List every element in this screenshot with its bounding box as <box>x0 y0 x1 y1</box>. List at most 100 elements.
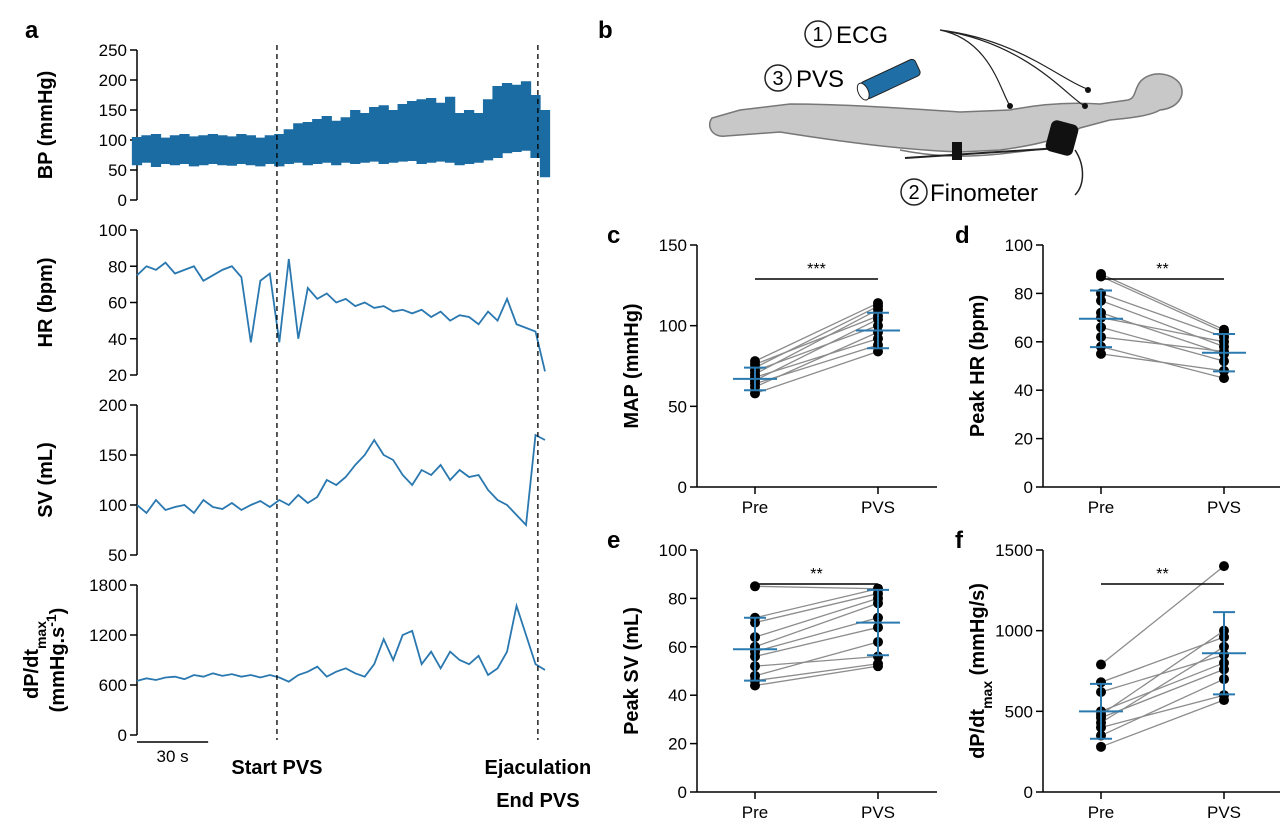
item-number: 2 <box>908 182 919 204</box>
finometer-clip <box>952 142 962 160</box>
y-tick-label: 0 <box>678 478 687 497</box>
pair-line <box>754 325 879 372</box>
event-label: Start PVS <box>231 757 322 779</box>
y-tick-label: 150 <box>99 101 127 120</box>
data-point <box>1096 348 1106 359</box>
pair-line <box>754 337 879 378</box>
panel-letter: a <box>25 17 39 44</box>
pair-line <box>1100 300 1225 348</box>
panel-letter: c <box>607 222 620 249</box>
pair-line <box>1100 565 1225 666</box>
y-tick-label: 100 <box>99 131 127 150</box>
y-tick-label: 600 <box>99 676 127 695</box>
number-circle <box>900 178 928 206</box>
y-tick-label: 80 <box>1014 284 1033 303</box>
x-tick-label: PVS <box>861 803 895 821</box>
y-tick-label: 100 <box>659 541 687 560</box>
label-part: ) <box>47 608 69 615</box>
y-tick-label: 100 <box>99 496 127 515</box>
panel-letter: f <box>955 527 964 554</box>
y-tick-label: 20 <box>108 366 127 385</box>
x-tick-label: PVS <box>1207 803 1241 821</box>
y-tick-label: 200 <box>99 71 127 90</box>
label-part: BP (mmHg) <box>35 71 57 180</box>
panel-letter: e <box>607 527 620 554</box>
label-part: Peak SV (mL) <box>621 607 643 735</box>
item-number: 1 <box>812 24 823 46</box>
y-tick-label: 100 <box>659 317 687 336</box>
pair-line <box>1100 678 1225 737</box>
data-point <box>1219 373 1229 384</box>
number-circle <box>804 20 832 48</box>
label-part: max <box>979 681 995 709</box>
y-tick-label: 100 <box>1005 236 1033 255</box>
y-tick-label: 150 <box>659 236 687 255</box>
pvs-device <box>856 58 921 101</box>
x-tick-label: Pre <box>1088 803 1114 821</box>
ecg-leads <box>939 29 1091 107</box>
data-point <box>873 298 883 309</box>
x-tick-label: Pre <box>1088 498 1114 517</box>
x-tick-label: PVS <box>1207 498 1241 517</box>
scale-bar-label: 30 s <box>157 747 189 766</box>
data-point <box>873 651 883 662</box>
body-illustration: 1 ECG 3 PVS 2 Finometer b <box>598 17 1183 207</box>
data-point <box>1096 269 1106 280</box>
x-tick-label: Pre <box>742 803 768 821</box>
y-tick-label: 0 <box>1024 783 1033 802</box>
y-tick-label: 60 <box>1014 333 1033 352</box>
item-label: Finometer <box>930 180 1038 207</box>
pair-line <box>1100 292 1225 338</box>
item-label: PVS <box>796 66 844 93</box>
y-tick-label: 40 <box>1014 381 1033 400</box>
y-tick-label: 0 <box>118 191 127 210</box>
label-part: (mmHg.s <box>47 627 69 713</box>
y-axis-label: MAP (mmHg) <box>621 303 643 428</box>
label-part: (mmHg/s) <box>967 583 989 681</box>
y-axis-label: BP (mmHg) <box>35 71 57 180</box>
significance-label: *** <box>807 261 826 278</box>
pair-line <box>754 344 879 385</box>
trace <box>136 602 546 683</box>
pair-line <box>754 663 879 682</box>
y-axis-label: HR (bpm) <box>35 258 57 348</box>
y-tick-label: 1000 <box>995 622 1033 641</box>
pair-line <box>754 592 879 624</box>
label-part: -1 <box>43 614 59 627</box>
finometer-cuff <box>1045 120 1079 156</box>
device-tip <box>856 82 870 101</box>
pair-line <box>1100 668 1225 719</box>
data-point <box>1219 561 1229 572</box>
y-tick-label: 250 <box>99 41 127 60</box>
pair-line <box>1100 699 1225 748</box>
data-point <box>750 581 760 592</box>
pair-line <box>754 588 879 619</box>
pair-line <box>754 350 879 395</box>
label-part: HR (bpm) <box>35 258 57 348</box>
y-tick-label: 50 <box>668 397 687 416</box>
y-tick-label: 100 <box>99 221 127 240</box>
pair-line <box>1100 316 1225 343</box>
y-axis-label: SV (mL) <box>35 442 57 518</box>
electrode <box>1082 103 1088 109</box>
y-axis-label: (mmHg.s-1) <box>43 608 69 713</box>
y-tick-label: 200 <box>99 396 127 415</box>
pair-line <box>754 655 879 667</box>
x-tick-label: Pre <box>742 498 768 517</box>
pair-line <box>754 602 879 648</box>
y-tick-label: 50 <box>108 161 127 180</box>
label-part: MAP (mmHg) <box>621 303 643 428</box>
y-tick-label: 0 <box>1024 478 1033 497</box>
electrode <box>1007 103 1013 109</box>
y-tick-label: 60 <box>668 638 687 657</box>
y-tick-label: 500 <box>1005 702 1033 721</box>
y-axis-label: dP/dtmax <box>21 621 49 699</box>
pair-line <box>754 626 879 658</box>
number-circle <box>764 64 792 92</box>
pair-line <box>1100 275 1225 333</box>
y-tick-label: 0 <box>678 783 687 802</box>
y-tick-label: 80 <box>668 589 687 608</box>
pair-line <box>754 315 879 365</box>
pair-line <box>754 641 879 677</box>
